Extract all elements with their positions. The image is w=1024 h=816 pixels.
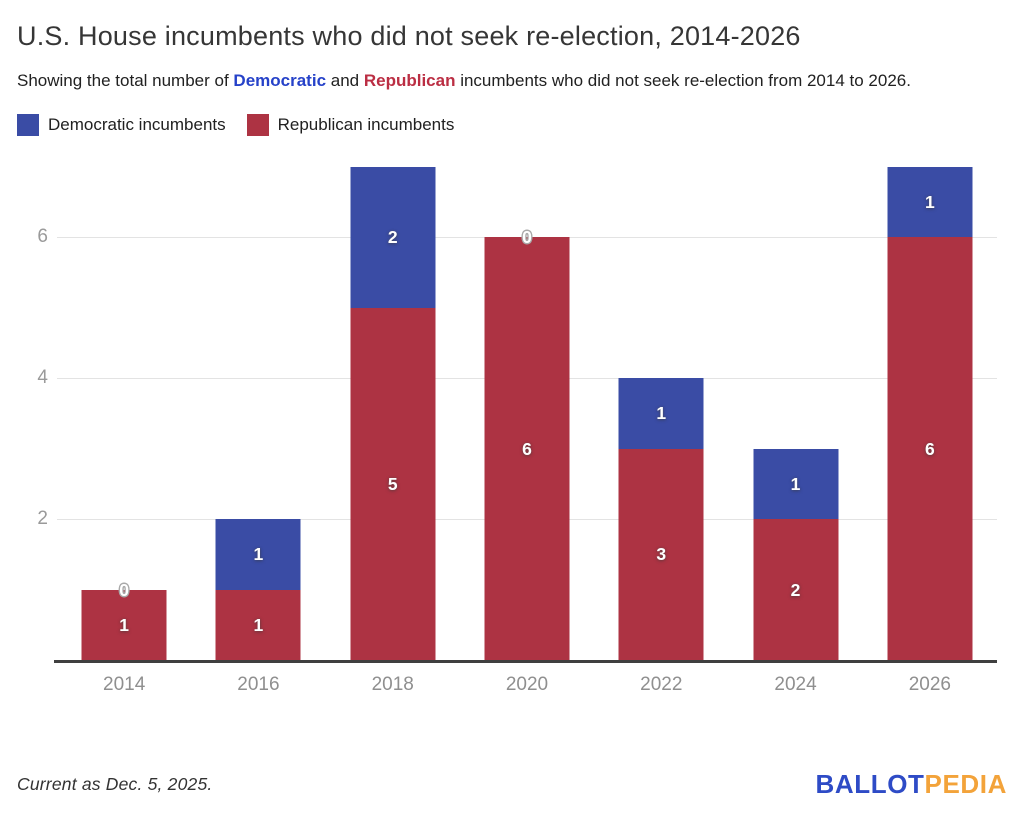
legend-item-republican: Republican incumbents — [246, 114, 455, 136]
republican-swatch-icon — [246, 114, 269, 136]
subtitle-republican-word: Republican — [363, 71, 456, 90]
subtitle-suffix-text: incumbents who did not seek re-election … — [455, 71, 911, 90]
legend-item-democratic: Democratic incumbents — [17, 114, 226, 136]
bar-segment-republican-2018[interactable] — [350, 307, 436, 660]
y-axis-tick-2: 2 — [37, 508, 48, 529]
x-axis-label-2022: 2022 — [640, 674, 683, 695]
y-axis-tick-6: 6 — [37, 226, 48, 247]
bar-segment-democratic-2026[interactable] — [887, 166, 973, 237]
subtitle-and-word: and — [326, 71, 364, 90]
bar-segment-republican-2022[interactable] — [618, 448, 704, 660]
ballotpedia-logo: BALLOTPEDIA — [816, 769, 1008, 800]
bar-segment-republican-2026[interactable] — [887, 237, 973, 660]
x-axis-label-2018: 2018 — [371, 674, 414, 695]
bar-segment-republican-2014[interactable] — [81, 589, 167, 660]
x-axis-line — [54, 660, 997, 663]
democratic-swatch-icon — [17, 114, 39, 136]
chart-legend: Democratic incumbents Republican incumbe… — [17, 114, 1010, 136]
bar-segment-republican-2016[interactable] — [215, 589, 301, 660]
x-axis-label-2024: 2024 — [774, 674, 817, 695]
subtitle-text: Showing the total number of — [17, 71, 234, 90]
x-axis-label-2016: 2016 — [237, 674, 280, 695]
y-axis-tick-4: 4 — [37, 367, 48, 388]
x-axis-labels: 2014 2016 2018 2020 2022 2024 2026 — [57, 674, 997, 696]
logo-pedia-text: PEDIA — [924, 769, 1007, 799]
bar-segment-democratic-2024[interactable] — [753, 448, 839, 519]
chart-subtitle: Showing the total number of Democratic a… — [17, 67, 1009, 95]
legend-label-republican: Republican incumbents — [277, 115, 455, 134]
legend-label-democratic: Democratic incumbents — [48, 115, 226, 134]
bar-segment-democratic-2022[interactable] — [618, 378, 704, 449]
bar-segment-republican-2024[interactable] — [753, 519, 839, 660]
bar-segment-democratic-2016[interactable] — [215, 519, 301, 590]
logo-ballot-text: BALLOT — [815, 769, 925, 799]
chart-footer: Current as Dec. 5, 2025. BALLOTPEDIA — [17, 769, 1007, 800]
bar-segment-democratic-2018[interactable] — [350, 166, 436, 308]
page-title: U.S. House incumbents who did not seek r… — [17, 21, 801, 51]
x-axis-label-2020: 2020 — [505, 674, 549, 695]
bar-segment-republican-2020[interactable] — [484, 237, 570, 660]
subtitle-democratic-word: Democratic — [233, 71, 327, 90]
x-axis-label-2014: 2014 — [103, 674, 146, 695]
current-as-of-note: Current as Dec. 5, 2025. — [17, 774, 213, 794]
x-axis-label-2026: 2026 — [908, 674, 951, 695]
